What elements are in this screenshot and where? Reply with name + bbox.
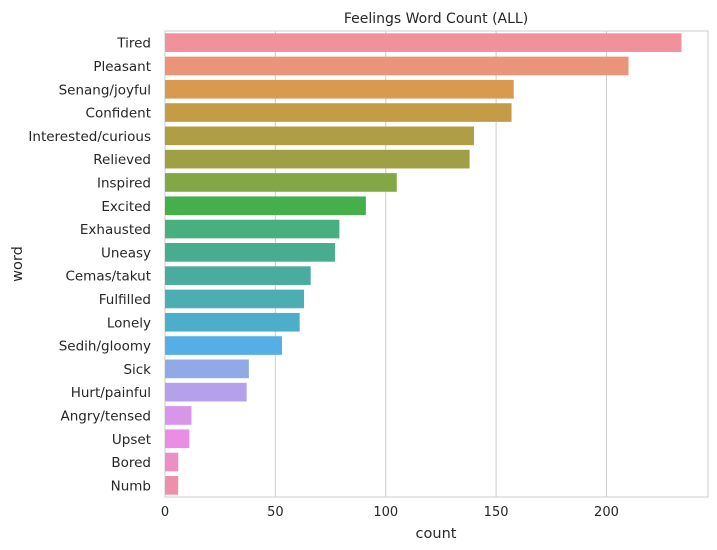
bar <box>165 243 335 262</box>
y-tick-labels: Tired Pleasant Senang/joyful Confident Inter… <box>28 36 151 495</box>
y-tick-label: Hurt/painful <box>71 385 151 401</box>
bars <box>165 33 682 495</box>
y-tick-label: Uneasy <box>101 245 151 261</box>
y-tick-label: Sick <box>123 362 151 378</box>
x-tick-labels: 0 50 100 150 200 <box>161 505 619 520</box>
bar <box>165 56 629 76</box>
bar <box>165 429 190 449</box>
y-tick-label: Fulfilled <box>99 292 151 308</box>
bar <box>165 219 340 239</box>
chart-title: Feelings Word Count (ALL) <box>344 11 528 27</box>
bar <box>165 406 192 425</box>
y-tick-label: Senang/joyful <box>59 82 151 98</box>
y-tick-label: Exhausted <box>80 222 151 238</box>
y-tick-label: Inspired <box>97 175 151 191</box>
y-tick-label: Relieved <box>93 152 151 168</box>
plot-area <box>164 30 709 498</box>
bar <box>165 382 247 402</box>
y-tick-label: Tired <box>116 36 151 52</box>
bar <box>165 196 366 216</box>
bar <box>165 452 179 472</box>
bar <box>165 79 514 99</box>
y-tick-label: Pleasant <box>93 59 151 75</box>
x-tick-label: 100 <box>373 505 398 520</box>
y-tick-label: Lonely <box>107 315 151 331</box>
bar <box>165 173 397 192</box>
bar <box>165 33 682 52</box>
x-tick-label: 0 <box>161 505 169 520</box>
y-axis-label: word <box>10 246 26 282</box>
y-tick-label: Interested/curious <box>28 129 151 145</box>
x-axis-label: count <box>416 526 457 542</box>
bar <box>165 266 311 285</box>
y-tick-label: Confident <box>86 106 151 122</box>
bar <box>165 103 512 122</box>
bar <box>165 289 305 309</box>
bar <box>165 476 179 495</box>
y-tick-label: Angry/tensed <box>60 408 151 424</box>
bar <box>165 336 282 355</box>
y-tick-label: Cemas/takut <box>65 269 151 285</box>
y-tick-label: Bored <box>111 455 151 471</box>
y-tick-label: Sedih/gloomy <box>59 339 151 355</box>
y-tick-label: Upset <box>112 432 151 448</box>
x-tick-label: 50 <box>267 505 284 520</box>
x-tick-label: 150 <box>484 505 509 520</box>
y-tick-label: Excited <box>101 199 151 215</box>
y-tick-label: Numb <box>111 478 151 494</box>
bar <box>165 149 470 169</box>
x-tick-label: 200 <box>594 505 619 520</box>
bar <box>165 126 475 146</box>
bar <box>165 359 249 379</box>
bar <box>165 312 300 332</box>
